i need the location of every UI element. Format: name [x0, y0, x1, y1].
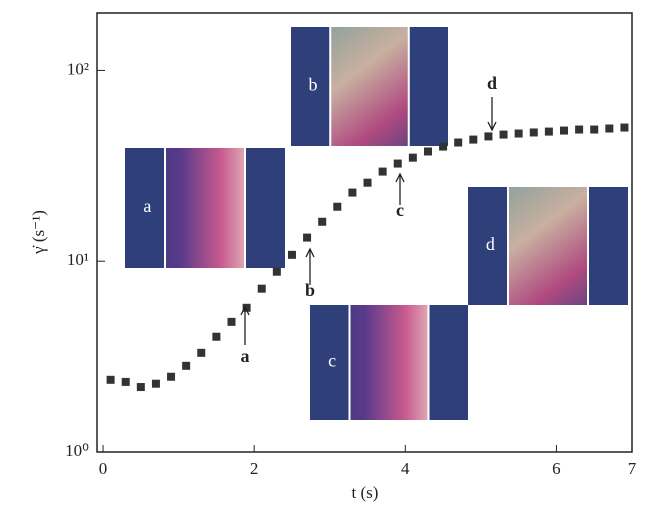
data-point	[529, 128, 538, 137]
inset-panel	[291, 27, 331, 146]
data-point	[287, 250, 296, 259]
data-point	[318, 217, 327, 226]
data-point	[257, 284, 266, 293]
data-point	[499, 130, 508, 139]
inset-label: b	[308, 75, 317, 95]
y-tick-label: 10¹	[67, 250, 89, 269]
data-point	[303, 233, 312, 242]
data-point	[242, 303, 251, 312]
data-point	[378, 167, 387, 176]
data-point	[469, 135, 478, 144]
data-point	[333, 202, 342, 211]
annotation-label: b	[305, 280, 315, 300]
annotation-arrowhead	[487, 121, 497, 132]
y-tick-label: 10²	[67, 59, 89, 78]
inset-panel	[408, 27, 448, 146]
inset-label: c	[328, 351, 336, 371]
x-axis-label: t (s)	[352, 483, 379, 502]
data-point	[348, 188, 357, 197]
y-axis-label: γ̇ (s⁻¹)	[29, 210, 48, 255]
data-point	[620, 123, 629, 132]
annotation-label: c	[396, 200, 404, 220]
data-point	[167, 372, 176, 381]
data-point	[121, 377, 130, 386]
data-point	[363, 178, 372, 187]
data-point	[605, 124, 614, 133]
annotation-arrowhead	[395, 172, 405, 183]
inset-panel	[245, 148, 285, 268]
data-point	[151, 379, 160, 388]
data-point	[212, 332, 221, 341]
plot-frame	[96, 12, 633, 453]
annotation-label: d	[487, 73, 497, 93]
annotation-arrowhead	[305, 247, 315, 258]
inset-panel	[125, 148, 165, 268]
data-point	[272, 267, 281, 276]
data-point	[106, 375, 115, 384]
data-point	[514, 129, 523, 138]
inset-label: d	[486, 234, 495, 254]
data-point	[136, 383, 145, 392]
annotation-label: a	[241, 346, 250, 366]
x-tick-label: 6	[552, 459, 561, 478]
data-point	[454, 138, 463, 147]
data-point	[393, 159, 402, 168]
y-tick-label: 10⁰	[65, 441, 89, 460]
x-tick-label: 0	[99, 459, 108, 478]
x-tick-label: 7	[628, 459, 637, 478]
data-point	[575, 125, 584, 134]
data-point	[439, 142, 448, 151]
inset-panel	[310, 305, 350, 420]
data-point	[559, 126, 568, 135]
data-point	[182, 361, 191, 370]
data-point	[544, 127, 553, 136]
inset-panel	[428, 305, 468, 420]
x-tick-label: 2	[250, 459, 259, 478]
data-point	[408, 153, 417, 162]
data-point	[423, 147, 432, 156]
data-point	[590, 125, 599, 134]
inset-panel	[588, 187, 628, 305]
x-tick-label: 4	[401, 459, 410, 478]
data-point	[484, 132, 493, 141]
data-point	[227, 317, 236, 326]
data-point	[197, 348, 206, 357]
inset-panel	[468, 187, 508, 305]
annotation-arrowhead	[240, 305, 250, 316]
inset-label: a	[143, 196, 151, 216]
